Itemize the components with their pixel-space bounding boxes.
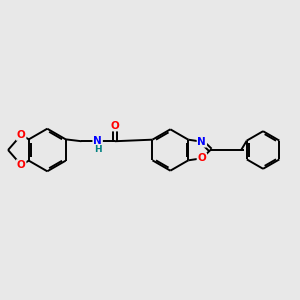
Text: O: O xyxy=(17,130,26,140)
Text: N: N xyxy=(93,136,102,146)
Text: O: O xyxy=(110,121,119,130)
Text: N: N xyxy=(197,137,206,147)
Text: O: O xyxy=(17,160,26,170)
Text: O: O xyxy=(197,153,206,163)
Text: H: H xyxy=(94,145,102,154)
